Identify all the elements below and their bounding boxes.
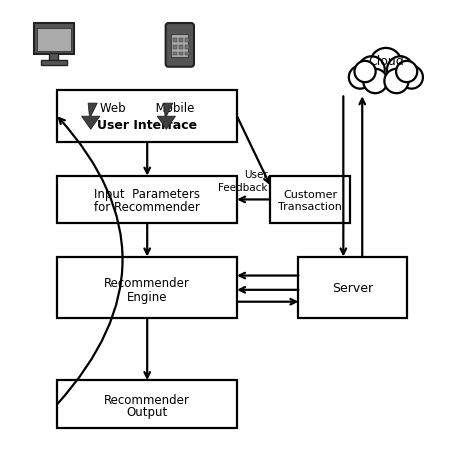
Text: User
Feedback: User Feedback [218,170,268,192]
Bar [179,39,183,43]
Bar [171,35,188,58]
Bar [179,46,183,50]
Text: for Recommender: for Recommender [94,200,200,213]
Bar [57,91,237,143]
Bar [185,46,189,50]
Circle shape [355,62,376,83]
Text: Cloud: Cloud [368,54,404,68]
Text: Recommender: Recommender [104,277,190,289]
Bar [37,29,71,52]
Circle shape [370,49,402,81]
Circle shape [396,62,417,83]
Bar [41,61,67,66]
Text: Server: Server [332,281,374,294]
Circle shape [400,67,423,89]
Bar [34,24,74,55]
Text: Output: Output [127,405,168,418]
Text: Recommender: Recommender [104,393,190,406]
Bar [173,39,177,43]
Bar [185,39,189,43]
Text: Transaction: Transaction [278,202,342,212]
Bar [185,52,189,56]
Text: User Interface: User Interface [97,119,197,132]
Bar [49,54,58,62]
Bar [173,46,177,50]
Circle shape [358,57,385,84]
Bar [179,52,183,56]
Circle shape [363,69,387,94]
Bar [57,380,237,428]
Bar [57,176,237,224]
Text: Engine: Engine [127,291,167,304]
Text: Input  Parameters: Input Parameters [94,188,200,201]
Polygon shape [157,104,175,130]
Bar [57,257,237,319]
Circle shape [384,69,409,94]
FancyBboxPatch shape [165,24,194,68]
Polygon shape [82,104,100,130]
Circle shape [387,57,413,84]
Text: Customer: Customer [283,189,337,199]
Bar [299,257,407,319]
Bar [270,176,350,224]
Text: Web        Mobile: Web Mobile [100,102,194,115]
Circle shape [349,67,372,89]
Bar [173,52,177,56]
